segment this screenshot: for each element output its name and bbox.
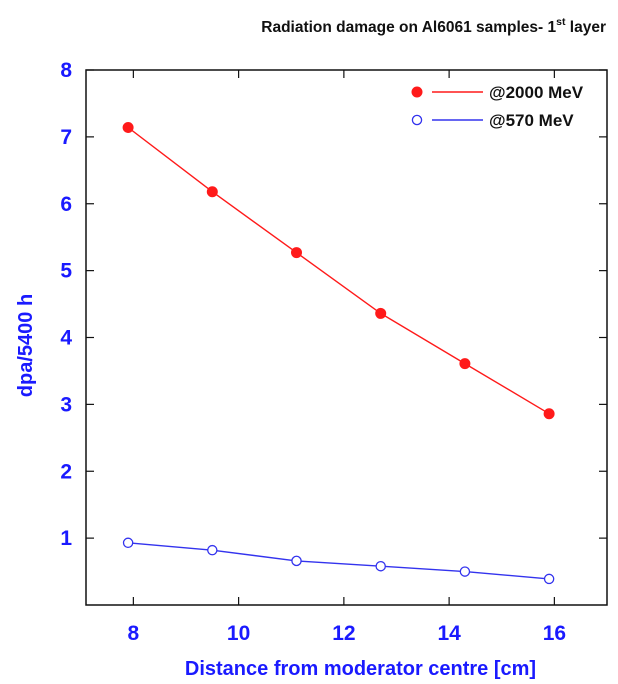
y-tick-label: 4 xyxy=(60,327,72,350)
y-axis-label: dpa/5400 h xyxy=(15,294,37,397)
y-tick-label: 6 xyxy=(60,193,72,216)
series-1 xyxy=(122,122,555,420)
data-point xyxy=(375,307,387,319)
series-2 xyxy=(122,537,555,585)
legend-label: @2000 MeV xyxy=(489,83,584,102)
x-tick-label: 8 xyxy=(128,622,140,645)
x-tick-label: 14 xyxy=(437,622,461,645)
data-point xyxy=(459,566,471,577)
chart-title: Radiation damage on Al6061 samples- 1st … xyxy=(261,16,606,36)
x-tick-label: 12 xyxy=(332,622,355,645)
data-point xyxy=(543,573,555,585)
y-tick-label: 2 xyxy=(60,460,72,483)
y-tick-label: 1 xyxy=(60,527,72,550)
chart-title-superscript: st xyxy=(556,16,566,28)
x-axis-label: Distance from moderator centre [cm] xyxy=(185,658,536,680)
data-point xyxy=(291,555,302,567)
y-tick-label: 3 xyxy=(60,393,72,416)
x-tick-label: 10 xyxy=(227,622,250,645)
series-line xyxy=(127,126,550,415)
data-point xyxy=(459,358,471,370)
data-point xyxy=(206,186,218,198)
y-tick-label: 8 xyxy=(60,59,72,82)
chart-title-main: Radiation damage on Al6061 samples- 1 xyxy=(261,19,556,36)
data-point xyxy=(207,544,218,556)
y-tick-label: 7 xyxy=(60,126,72,149)
data-point xyxy=(122,122,134,134)
series-line xyxy=(128,542,550,580)
x-tick-label: 16 xyxy=(543,622,566,645)
legend-label: @570 MeV xyxy=(489,111,574,130)
chart-title-suffix: layer xyxy=(565,19,606,36)
data-point xyxy=(375,560,386,572)
data-point xyxy=(543,408,555,420)
legend-marker xyxy=(411,86,423,98)
y-tick-label: 5 xyxy=(60,260,72,283)
plot-frame xyxy=(85,69,608,606)
legend: @2000 MeV @570 MeV xyxy=(411,83,584,130)
data-point xyxy=(291,247,303,259)
legend-marker xyxy=(411,114,423,126)
data-point xyxy=(122,537,134,549)
series-layer xyxy=(122,122,555,585)
